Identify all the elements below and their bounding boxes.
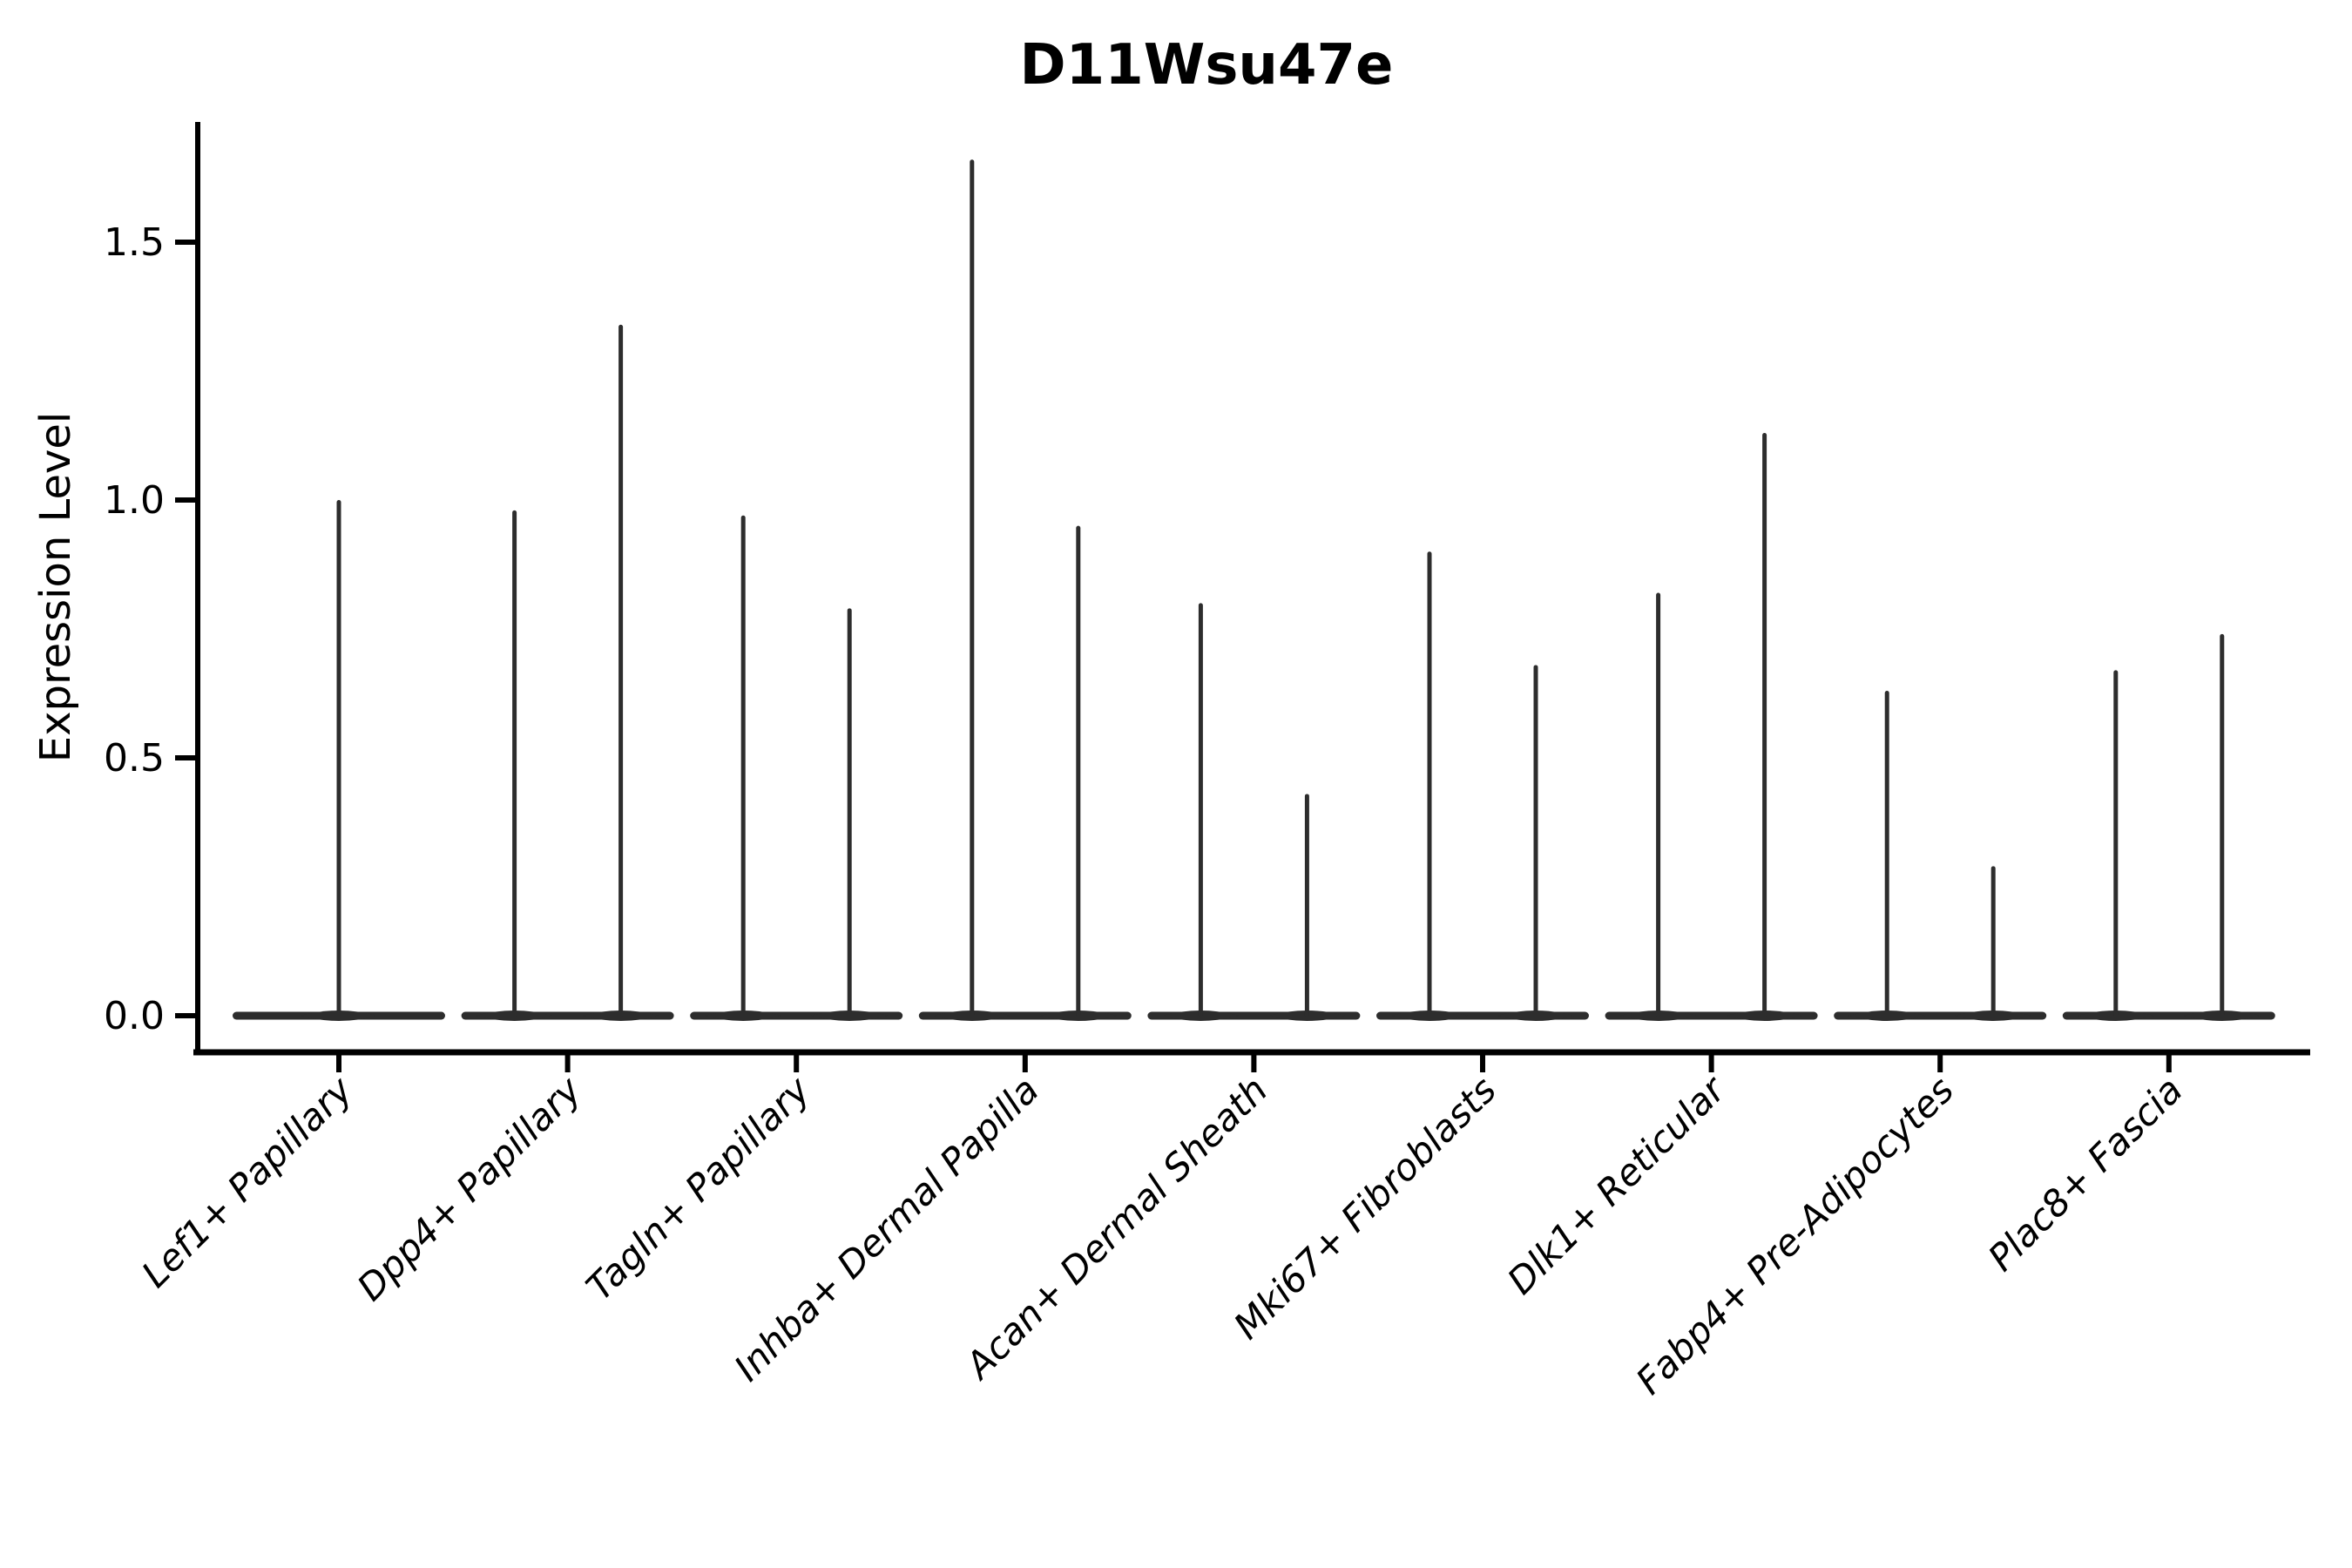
x-tick-label: Dlk1+ Reticular xyxy=(1499,1066,1735,1302)
x-tick-label: Lef1+ Papillary xyxy=(133,1068,362,1296)
violin-spike xyxy=(1427,551,1432,1017)
violin-layer xyxy=(233,159,2275,1021)
violin-spike xyxy=(1884,691,1889,1017)
violin-spike xyxy=(1076,525,1081,1017)
violin-spike xyxy=(847,608,852,1017)
violin-spike xyxy=(2220,633,2225,1017)
y-tick-label: 0.5 xyxy=(104,736,165,781)
violin-spike xyxy=(336,500,341,1017)
violin-spike xyxy=(1990,866,1996,1017)
violin-spike xyxy=(1656,592,1661,1017)
violin-spike xyxy=(1762,433,1767,1017)
violin-spike xyxy=(618,324,624,1018)
chart-title: D11Wsu47e xyxy=(1020,33,1394,98)
violin-spike xyxy=(970,159,975,1017)
violin-spike xyxy=(1304,794,1309,1017)
violin-spike xyxy=(1533,665,1538,1017)
x-tick-label: Tagln+ Papillary xyxy=(578,1068,819,1309)
violin-spike xyxy=(512,510,517,1017)
violin-spike xyxy=(740,515,746,1017)
violin-spike xyxy=(2113,670,2119,1017)
y-tick-layer: 0.0 0.5 1.0 1.5 xyxy=(104,220,198,1038)
x-tick-label: Mki67+ Fibroblasts xyxy=(1226,1068,1504,1347)
y-tick-label: 1.0 xyxy=(104,478,165,523)
y-tick-label: 1.5 xyxy=(104,220,165,265)
y-axis-label: Expression Level xyxy=(31,412,80,763)
y-tick-label: 0.0 xyxy=(104,994,165,1038)
violin-spike xyxy=(1198,603,1203,1017)
x-tick-label: Plac8+ Fascia xyxy=(1980,1068,2191,1279)
x-tick-label: Dpp4+ Papillary xyxy=(349,1068,591,1309)
